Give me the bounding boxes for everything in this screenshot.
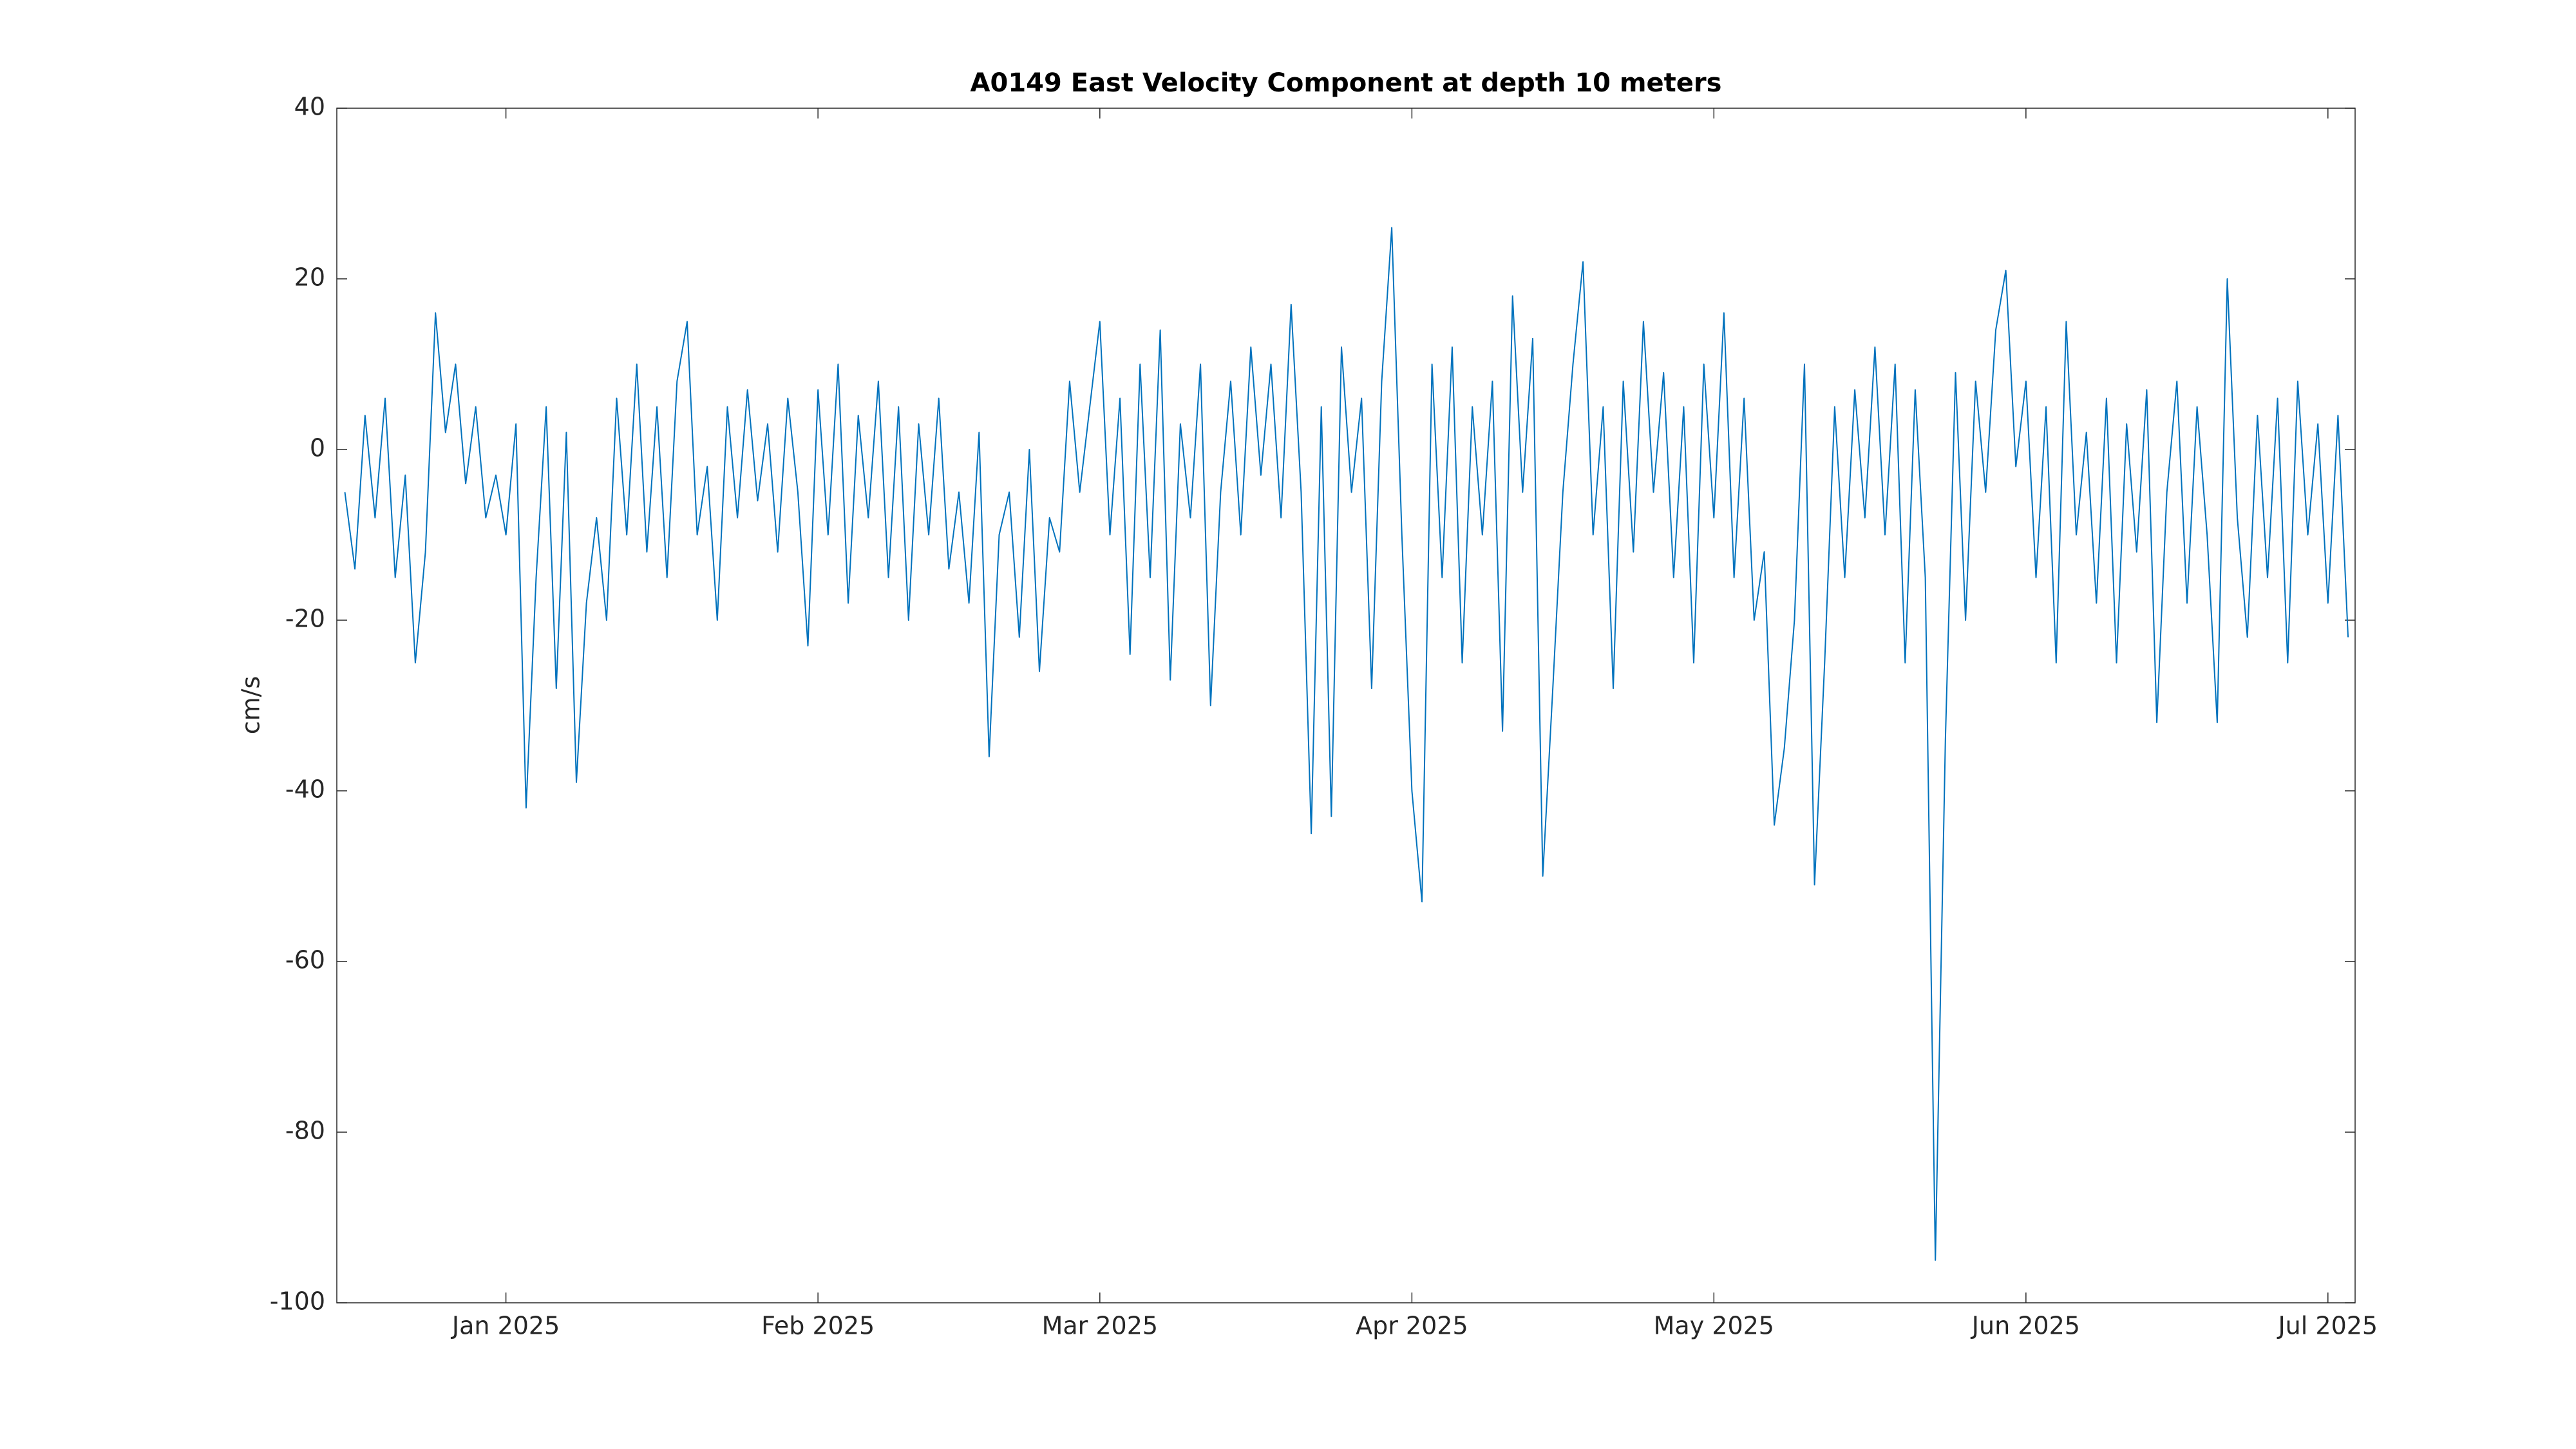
x-tick-label: Apr 2025: [1356, 1312, 1468, 1340]
y-tick-label: 0: [310, 434, 325, 462]
x-tick-label: Jun 2025: [1971, 1312, 2080, 1340]
y-axis-label: cm/s: [237, 676, 265, 735]
y-tick-label: -40: [285, 775, 325, 804]
y-tick-label: 20: [294, 263, 325, 292]
x-tick-label: May 2025: [1654, 1312, 1774, 1340]
data-line: [344, 227, 2349, 1261]
x-tick-label: Mar 2025: [1042, 1312, 1158, 1340]
y-tick-label: 40: [294, 93, 325, 121]
x-tick-label: Feb 2025: [761, 1312, 875, 1340]
y-tick-label: -100: [270, 1287, 325, 1316]
axes-box: [336, 108, 2356, 1303]
chart-title: A0149 East Velocity Component at depth 1…: [971, 68, 1722, 98]
y-tick-label: -80: [285, 1117, 325, 1145]
y-tick-label: -60: [285, 946, 325, 974]
x-tick-label: Jul 2025: [2277, 1312, 2378, 1340]
y-tick-label: -20: [285, 605, 325, 633]
x-tick-label: Jan 2025: [451, 1312, 560, 1340]
